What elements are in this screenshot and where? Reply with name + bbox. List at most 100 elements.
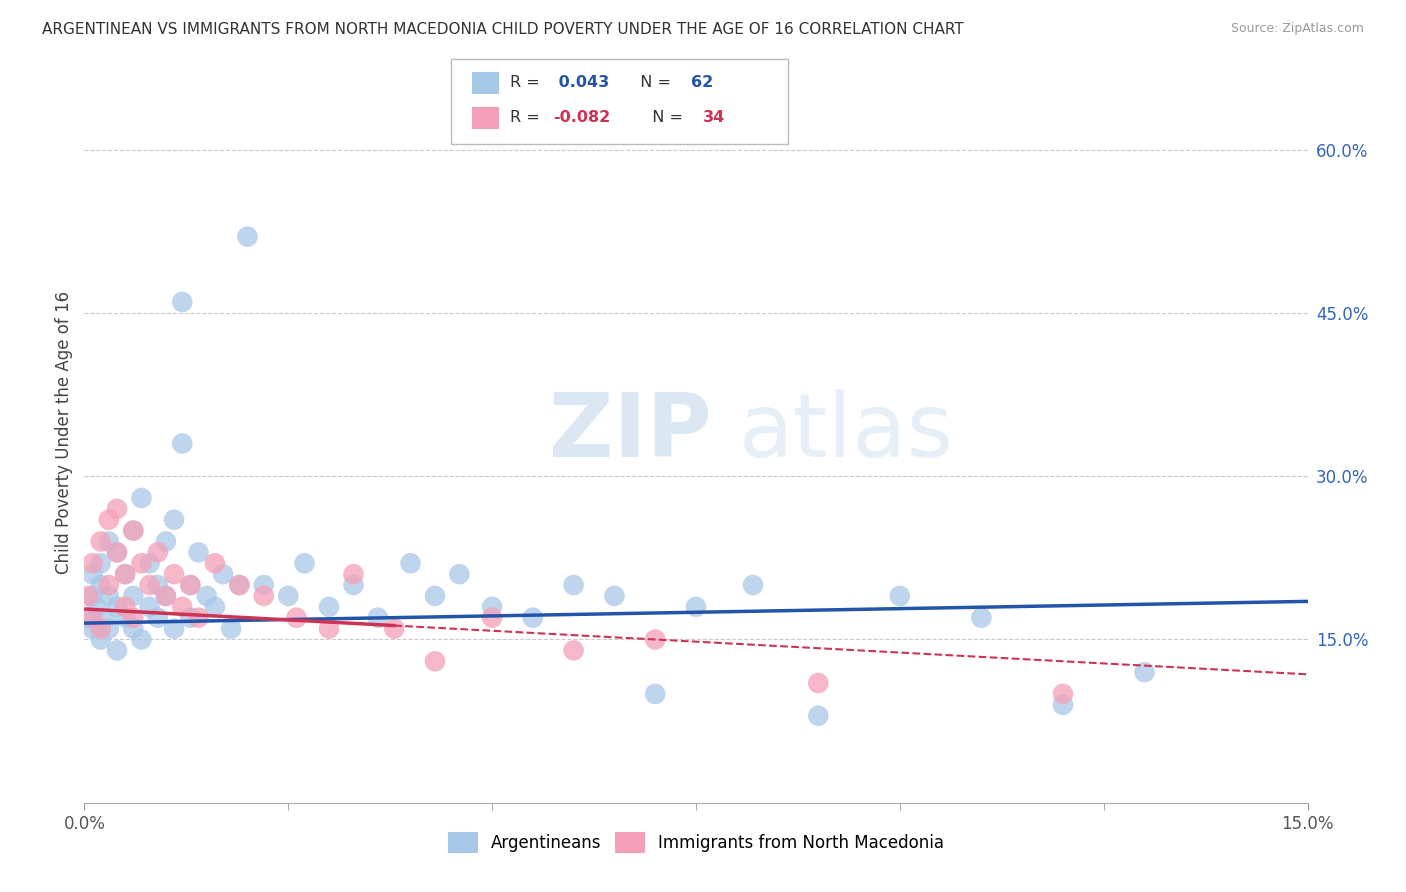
Text: ARGENTINEAN VS IMMIGRANTS FROM NORTH MACEDONIA CHILD POVERTY UNDER THE AGE OF 16: ARGENTINEAN VS IMMIGRANTS FROM NORTH MAC… xyxy=(42,22,965,37)
Point xyxy=(82,622,104,636)
Point xyxy=(228,578,250,592)
FancyBboxPatch shape xyxy=(472,107,499,128)
Point xyxy=(562,643,585,657)
Point xyxy=(155,534,177,549)
Point xyxy=(562,578,585,592)
Point xyxy=(685,599,707,614)
Point xyxy=(163,567,186,582)
Point xyxy=(155,589,177,603)
Point xyxy=(138,599,160,614)
Point xyxy=(97,513,120,527)
Point xyxy=(163,513,186,527)
Point xyxy=(603,589,626,603)
Point xyxy=(236,229,259,244)
Point xyxy=(114,567,136,582)
Text: R =: R = xyxy=(510,111,546,126)
Point xyxy=(187,545,209,559)
Point xyxy=(382,622,405,636)
Point xyxy=(146,611,169,625)
FancyBboxPatch shape xyxy=(472,72,499,94)
Point xyxy=(195,589,218,603)
Text: Source: ZipAtlas.com: Source: ZipAtlas.com xyxy=(1230,22,1364,36)
Point xyxy=(86,599,108,614)
Point xyxy=(228,578,250,592)
Point xyxy=(449,567,471,582)
Point xyxy=(82,589,104,603)
Point xyxy=(105,545,128,559)
FancyBboxPatch shape xyxy=(451,59,787,144)
Point xyxy=(179,578,201,592)
Point xyxy=(253,589,276,603)
Text: ZIP: ZIP xyxy=(550,389,711,476)
Point xyxy=(212,567,235,582)
Point xyxy=(105,545,128,559)
Point xyxy=(1052,687,1074,701)
Point xyxy=(90,534,112,549)
Text: N =: N = xyxy=(630,76,676,90)
Point xyxy=(644,687,666,701)
Point xyxy=(172,599,194,614)
Point xyxy=(187,611,209,625)
Text: 34: 34 xyxy=(703,111,725,126)
Point xyxy=(155,589,177,603)
Point xyxy=(179,578,201,592)
Point xyxy=(105,599,128,614)
Point xyxy=(481,599,503,614)
Point xyxy=(82,611,104,625)
Point xyxy=(90,578,112,592)
Point xyxy=(318,622,340,636)
Point xyxy=(114,611,136,625)
Point xyxy=(294,556,316,570)
Point xyxy=(970,611,993,625)
Point xyxy=(131,556,153,570)
Point xyxy=(807,676,830,690)
Point xyxy=(644,632,666,647)
Text: R =: R = xyxy=(510,76,546,90)
Point xyxy=(93,611,115,625)
Point xyxy=(172,295,194,310)
Point xyxy=(253,578,276,592)
Point xyxy=(807,708,830,723)
Point xyxy=(163,622,186,636)
Point xyxy=(219,622,242,636)
Point xyxy=(146,578,169,592)
Point xyxy=(105,501,128,516)
Point xyxy=(90,556,112,570)
Point xyxy=(399,556,422,570)
Point xyxy=(105,643,128,657)
Point xyxy=(114,599,136,614)
Point xyxy=(342,578,364,592)
Point xyxy=(423,654,446,668)
Point xyxy=(138,556,160,570)
Point xyxy=(889,589,911,603)
Point xyxy=(97,578,120,592)
Text: -0.082: -0.082 xyxy=(553,111,610,126)
Legend: Argentineans, Immigrants from North Macedonia: Argentineans, Immigrants from North Mace… xyxy=(440,824,952,861)
Point xyxy=(122,622,145,636)
Text: N =: N = xyxy=(643,111,689,126)
Point xyxy=(131,632,153,647)
Point xyxy=(277,589,299,603)
Point xyxy=(204,556,226,570)
Y-axis label: Child Poverty Under the Age of 16: Child Poverty Under the Age of 16 xyxy=(55,291,73,574)
Point xyxy=(97,589,120,603)
Point xyxy=(1052,698,1074,712)
Point xyxy=(114,567,136,582)
Point xyxy=(204,599,226,614)
Point xyxy=(122,611,145,625)
Point xyxy=(97,622,120,636)
Point xyxy=(342,567,364,582)
Text: atlas: atlas xyxy=(738,389,953,476)
Point xyxy=(172,436,194,450)
Point xyxy=(90,632,112,647)
Point xyxy=(146,545,169,559)
Point xyxy=(131,491,153,505)
Text: 62: 62 xyxy=(692,76,713,90)
Point xyxy=(82,556,104,570)
Point xyxy=(122,589,145,603)
Point xyxy=(82,567,104,582)
Point xyxy=(77,611,100,625)
Text: 0.043: 0.043 xyxy=(553,76,609,90)
Point xyxy=(522,611,544,625)
Point xyxy=(423,589,446,603)
